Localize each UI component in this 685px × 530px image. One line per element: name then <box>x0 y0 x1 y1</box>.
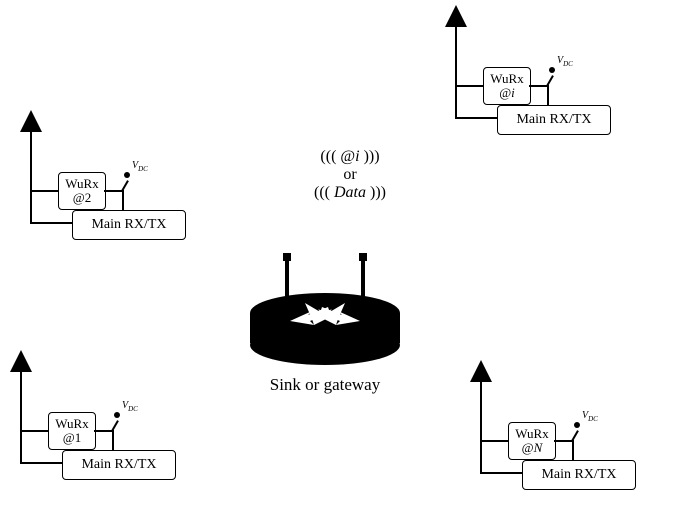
wire <box>480 440 510 442</box>
wurx-addr: @N <box>522 441 543 455</box>
main-rxtx-box: Main RX/TX <box>62 450 176 480</box>
wurx-label: WuRx <box>65 177 98 191</box>
wurx-addr: @2 <box>73 191 91 205</box>
switch-dot <box>549 67 555 73</box>
main-rxtx-label: Main RX/TX <box>516 112 591 127</box>
wire <box>112 430 114 452</box>
switch-dot <box>114 412 120 418</box>
wurx-box: WuRx @2 <box>58 172 106 210</box>
antenna-icon <box>20 110 42 132</box>
wire <box>20 430 50 432</box>
gateway-antenna-cap <box>359 253 367 261</box>
vdc-label: VDC <box>557 55 573 68</box>
wire <box>529 85 547 87</box>
diagram-canvas: WuRx @1 VDC Main RX/TX WuRx @2 VDC Main … <box>0 0 685 530</box>
antenna-mast <box>30 132 32 222</box>
vdc-label: VDC <box>582 410 598 423</box>
gateway-label: Sink or gateway <box>225 375 425 395</box>
switch-dot <box>124 172 130 178</box>
wire <box>554 440 572 442</box>
wurx-box: WuRx @1 <box>48 412 96 450</box>
wire <box>30 222 75 224</box>
wire <box>455 117 500 119</box>
main-rxtx-label: Main RX/TX <box>91 217 166 232</box>
antenna-icon <box>445 5 467 27</box>
vdc-label: VDC <box>122 400 138 413</box>
wire <box>20 462 65 464</box>
wire <box>104 190 122 192</box>
main-rxtx-label: Main RX/TX <box>541 467 616 482</box>
wurx-addr: @1 <box>63 431 81 445</box>
main-rxtx-box: Main RX/TX <box>497 105 611 135</box>
wurx-box: WuRx @i <box>483 67 531 105</box>
wurx-label: WuRx <box>490 72 523 86</box>
antenna-mast <box>20 372 22 462</box>
wire <box>122 190 124 212</box>
wire <box>30 190 60 192</box>
antenna-icon <box>470 360 492 382</box>
broadcast-text: ((( @i )))or((( Data ))) <box>260 148 440 202</box>
vdc-label: VDC <box>132 160 148 173</box>
gateway-arrows-icon <box>250 291 400 341</box>
wire <box>480 472 525 474</box>
antenna-mast <box>480 382 482 472</box>
main-rxtx-label: Main RX/TX <box>81 457 156 472</box>
wurx-box: WuRx @N <box>508 422 556 460</box>
antenna-icon <box>10 350 32 372</box>
antenna-mast <box>455 27 457 117</box>
wire <box>572 440 574 462</box>
wurx-label: WuRx <box>515 427 548 441</box>
main-rxtx-box: Main RX/TX <box>522 460 636 490</box>
wurx-addr: @i <box>499 86 515 100</box>
wire <box>455 85 485 87</box>
switch-dot <box>574 422 580 428</box>
gateway-antenna-cap <box>283 253 291 261</box>
main-rxtx-box: Main RX/TX <box>72 210 186 240</box>
wire <box>94 430 112 432</box>
wurx-label: WuRx <box>55 417 88 431</box>
wire <box>547 85 549 107</box>
